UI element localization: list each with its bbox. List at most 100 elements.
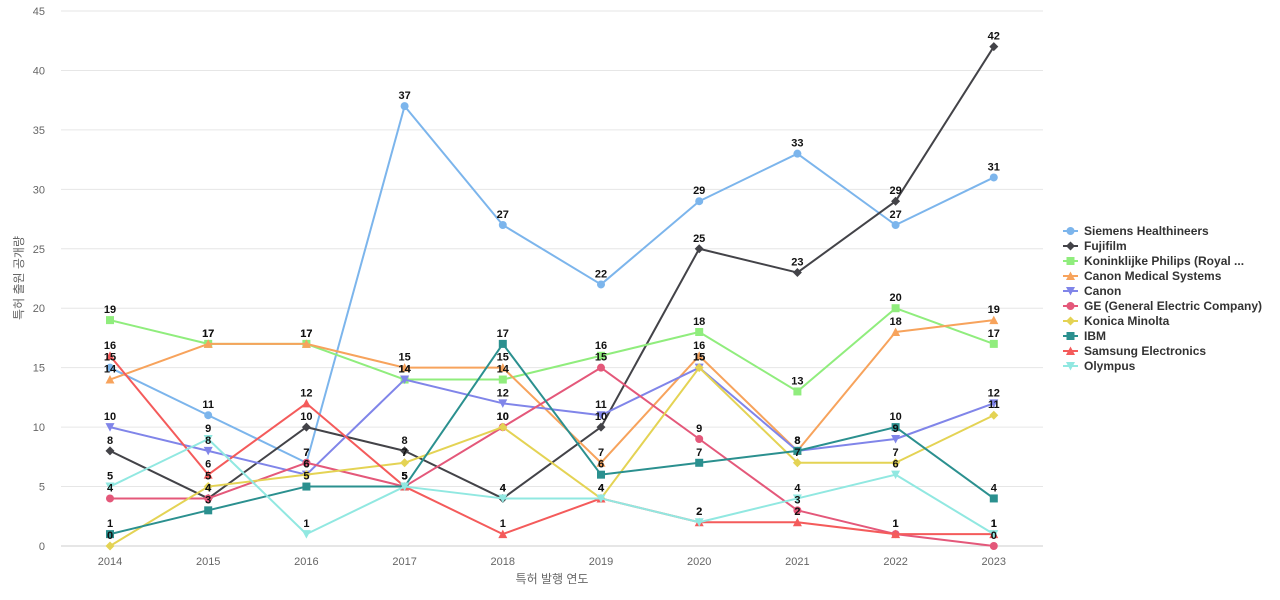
x-axis-ticks: 2014 2015 2016 2017 2018 2019 2020 2021 2022 2023 bbox=[98, 556, 1006, 568]
legend-item[interactable]: IBM bbox=[1063, 329, 1106, 343]
legend-item[interactable]: Siemens Healthineers bbox=[1063, 224, 1209, 238]
data-label: 1 bbox=[303, 518, 309, 530]
data-label: 11 bbox=[595, 399, 607, 411]
data-label: 27 bbox=[497, 209, 509, 221]
legend-marker bbox=[1067, 257, 1075, 265]
y-tick-label: 15 bbox=[33, 363, 45, 375]
series-3 bbox=[106, 316, 999, 467]
data-label: 9 bbox=[696, 423, 702, 435]
legend-item[interactable]: GE (General Electric Company) bbox=[1063, 299, 1262, 313]
data-point bbox=[892, 304, 900, 312]
legend-marker bbox=[1066, 317, 1075, 326]
data-point bbox=[106, 316, 114, 324]
data-label: 3 bbox=[205, 494, 211, 506]
data-label: 6 bbox=[205, 459, 211, 471]
data-label: 1 bbox=[991, 518, 997, 530]
series-layer bbox=[106, 42, 999, 550]
legend-label: Canon bbox=[1084, 284, 1121, 298]
x-tick-label: 2019 bbox=[589, 556, 613, 568]
data-label: 5 bbox=[205, 471, 211, 483]
legend-item[interactable]: Canon Medical Systems bbox=[1063, 269, 1222, 283]
x-tick-label: 2018 bbox=[491, 556, 515, 568]
data-label: 1 bbox=[107, 518, 113, 530]
legend-marker bbox=[1067, 302, 1075, 310]
data-point bbox=[302, 530, 311, 539]
data-point bbox=[793, 150, 801, 158]
series-line bbox=[110, 320, 994, 463]
series-line bbox=[110, 47, 994, 499]
data-point bbox=[400, 458, 409, 467]
data-point bbox=[499, 376, 507, 384]
legend-label: Olympus bbox=[1084, 359, 1136, 373]
y-tick-label: 45 bbox=[33, 6, 45, 18]
legend-marker bbox=[1067, 227, 1075, 235]
data-label: 20 bbox=[889, 292, 901, 304]
data-point bbox=[597, 471, 605, 479]
data-label: 4 bbox=[598, 482, 605, 494]
y-tick-label: 35 bbox=[33, 125, 45, 137]
data-label: 12 bbox=[988, 387, 1000, 399]
legend-item[interactable]: Fujifilm bbox=[1063, 239, 1127, 253]
data-label: 25 bbox=[693, 233, 705, 245]
legend-label: Canon Medical Systems bbox=[1084, 269, 1222, 283]
legend-item[interactable]: Canon bbox=[1063, 284, 1121, 298]
series-5 bbox=[106, 364, 998, 550]
data-label: 4 bbox=[107, 482, 114, 494]
data-label: 22 bbox=[595, 268, 607, 280]
data-point bbox=[302, 483, 310, 491]
series-line bbox=[110, 368, 994, 546]
data-label: 7 bbox=[598, 447, 604, 459]
legend-label: Koninklijke Philips (Royal ... bbox=[1084, 254, 1244, 268]
x-tick-label: 2022 bbox=[883, 556, 907, 568]
data-label: 7 bbox=[794, 447, 800, 459]
data-label: 14 bbox=[398, 364, 411, 376]
data-label: 6 bbox=[303, 459, 309, 471]
x-axis-title: 특허 발행 연도 bbox=[516, 571, 589, 586]
data-point bbox=[597, 364, 605, 372]
data-label: 14 bbox=[104, 364, 117, 376]
data-label: 0 bbox=[991, 530, 997, 542]
y-tick-label: 30 bbox=[33, 184, 45, 196]
x-tick-label: 2017 bbox=[392, 556, 416, 568]
series-0 bbox=[106, 102, 998, 467]
data-label: 16 bbox=[693, 340, 705, 352]
legend-item[interactable]: Olympus bbox=[1063, 359, 1136, 373]
data-label: 3 bbox=[794, 494, 800, 506]
data-label: 10 bbox=[595, 411, 607, 423]
data-label: 15 bbox=[398, 352, 410, 364]
data-label: 8 bbox=[107, 435, 113, 447]
data-label: 10 bbox=[300, 411, 312, 423]
data-point bbox=[695, 244, 704, 253]
data-label: 10 bbox=[889, 411, 901, 423]
data-point bbox=[989, 411, 998, 420]
data-label: 1 bbox=[893, 518, 899, 530]
data-label: 17 bbox=[988, 328, 1000, 340]
legend-item[interactable]: Konica Minolta bbox=[1063, 314, 1170, 328]
data-label: 29 bbox=[693, 185, 705, 197]
data-label: 6 bbox=[598, 459, 604, 471]
data-label: 19 bbox=[988, 304, 1000, 316]
data-label: 5 bbox=[303, 471, 309, 483]
data-label: 13 bbox=[791, 375, 803, 387]
data-label: 18 bbox=[693, 316, 705, 328]
data-label: 31 bbox=[988, 161, 1000, 173]
data-label: 2 bbox=[794, 506, 800, 518]
legend-item[interactable]: Koninklijke Philips (Royal ... bbox=[1063, 254, 1244, 268]
y-tick-label: 40 bbox=[33, 65, 45, 77]
data-label: 15 bbox=[595, 352, 607, 364]
data-point bbox=[204, 411, 212, 419]
legend-label: GE (General Electric Company) bbox=[1084, 299, 1262, 313]
legend-label: Samsung Electronics bbox=[1084, 344, 1206, 358]
legend-item[interactable]: Samsung Electronics bbox=[1063, 344, 1206, 358]
data-label: 17 bbox=[300, 328, 312, 340]
data-label: 33 bbox=[791, 138, 803, 150]
data-label: 4 bbox=[205, 482, 212, 494]
data-point bbox=[204, 506, 212, 514]
series-line bbox=[110, 368, 994, 546]
data-label: 5 bbox=[402, 471, 408, 483]
data-point bbox=[990, 340, 998, 348]
series-8 bbox=[106, 351, 999, 538]
x-tick-label: 2020 bbox=[687, 556, 711, 568]
y-tick-label: 25 bbox=[33, 244, 45, 256]
